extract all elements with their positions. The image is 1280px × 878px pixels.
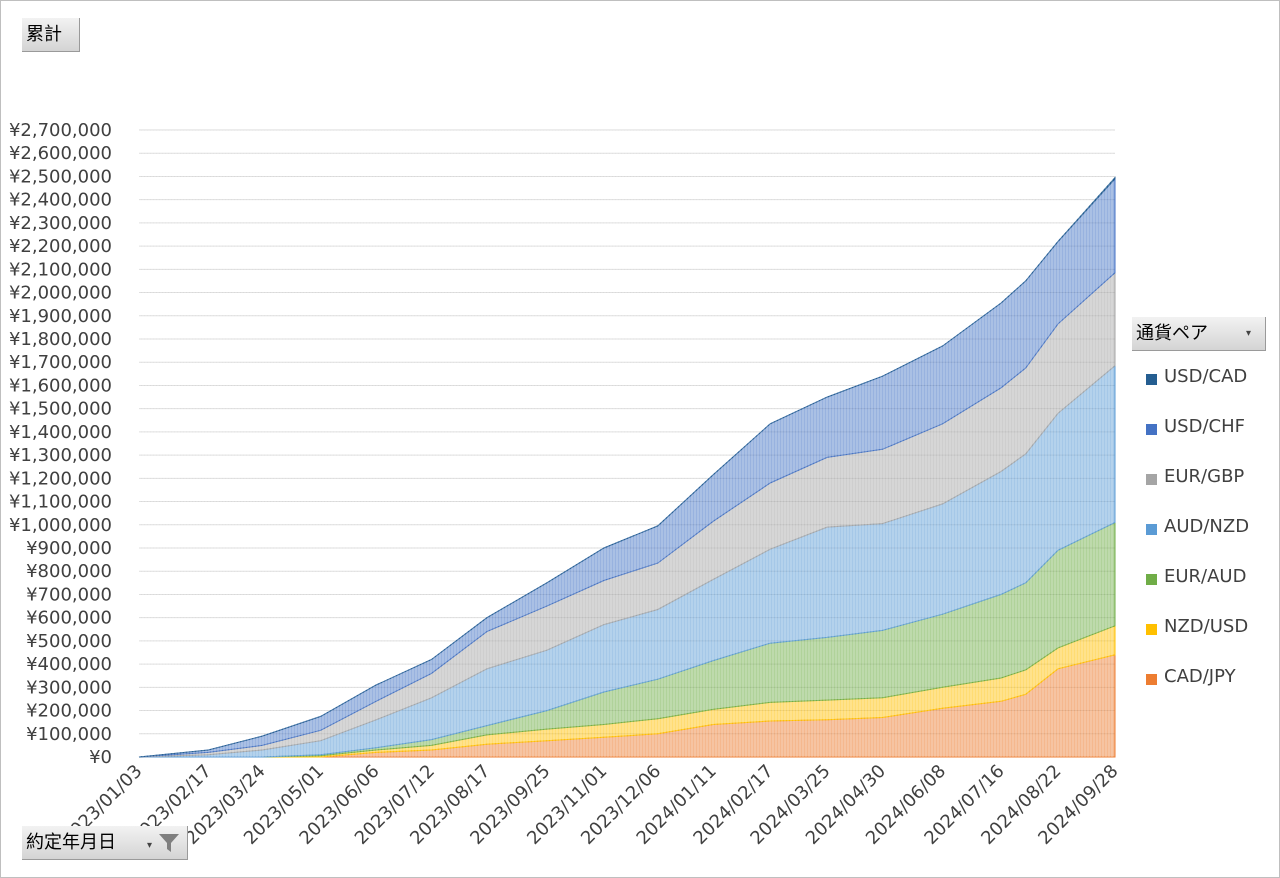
y-tick-label: ¥500,000 <box>26 631 112 652</box>
y-tick-label: ¥1,700,000 <box>9 352 112 373</box>
legend-swatch <box>1146 674 1157 685</box>
chevron-down-icon[interactable]: ▾ <box>147 840 153 851</box>
y-tick-label: ¥200,000 <box>26 701 112 722</box>
legend-label: USD/CHF <box>1164 416 1245 437</box>
y-tick-label: ¥1,100,000 <box>9 492 112 513</box>
y-tick-label: ¥1,800,000 <box>9 329 112 350</box>
column-texture <box>139 130 1113 757</box>
legend-label: EUR/GBP <box>1164 466 1245 487</box>
y-tick-label: ¥2,000,000 <box>9 283 112 304</box>
y-tick-label: ¥1,600,000 <box>9 375 112 396</box>
y-tick-label: ¥2,300,000 <box>9 213 112 234</box>
chevron-down-icon[interactable]: ▾ <box>1246 328 1252 339</box>
legend-field-label: 通貨ペア <box>1136 323 1208 344</box>
y-tick-label: ¥1,000,000 <box>9 515 112 536</box>
values-field-button[interactable]: 累計 <box>22 18 80 52</box>
area-series-usd-cad <box>138 176 1116 758</box>
y-tick-label: ¥1,300,000 <box>9 445 112 466</box>
y-tick-label: ¥2,600,000 <box>9 143 112 164</box>
y-tick-label: ¥800,000 <box>26 561 112 582</box>
filter-icon[interactable] <box>158 832 180 854</box>
y-tick-label: ¥1,500,000 <box>9 399 112 420</box>
legend-swatch <box>1146 624 1157 635</box>
legend-swatch <box>1146 574 1157 585</box>
y-tick-label: ¥2,100,000 <box>9 259 112 280</box>
y-tick-label: ¥2,700,000 <box>9 120 112 141</box>
y-tick-label: ¥900,000 <box>26 538 112 559</box>
legend-swatch <box>1146 474 1157 485</box>
y-tick-label: ¥300,000 <box>26 677 112 698</box>
legend-swatch <box>1146 424 1157 435</box>
legend-label: AUD/NZD <box>1164 516 1250 537</box>
y-tick-label: ¥2,200,000 <box>9 236 112 257</box>
y-tick-label: ¥100,000 <box>26 724 112 745</box>
legend-label: NZD/USD <box>1164 616 1249 637</box>
legend-label: CAD/JPY <box>1164 666 1236 687</box>
y-tick-label: ¥1,400,000 <box>9 422 112 443</box>
axis-field-button[interactable]: 約定年月日 ▾ <box>22 826 188 860</box>
legend-field-button[interactable]: 通貨ペア ▾ <box>1132 317 1266 351</box>
y-tick-label: ¥2,500,000 <box>9 166 112 187</box>
y-tick-label: ¥1,900,000 <box>9 306 112 327</box>
y-tick-label: ¥600,000 <box>26 608 112 629</box>
y-tick-label: ¥0 <box>89 747 112 768</box>
y-tick-label: ¥1,200,000 <box>9 468 112 489</box>
y-tick-label: ¥700,000 <box>26 584 112 605</box>
legend-swatch <box>1146 374 1157 385</box>
y-tick-label: ¥2,400,000 <box>9 190 112 211</box>
legend-swatch <box>1146 524 1157 535</box>
axis-field-label: 約定年月日 <box>26 832 116 853</box>
y-tick-label: ¥400,000 <box>26 654 112 675</box>
legend-label: USD/CAD <box>1164 366 1248 387</box>
legend-label: EUR/AUD <box>1164 566 1247 587</box>
values-field-label: 累計 <box>26 24 62 45</box>
